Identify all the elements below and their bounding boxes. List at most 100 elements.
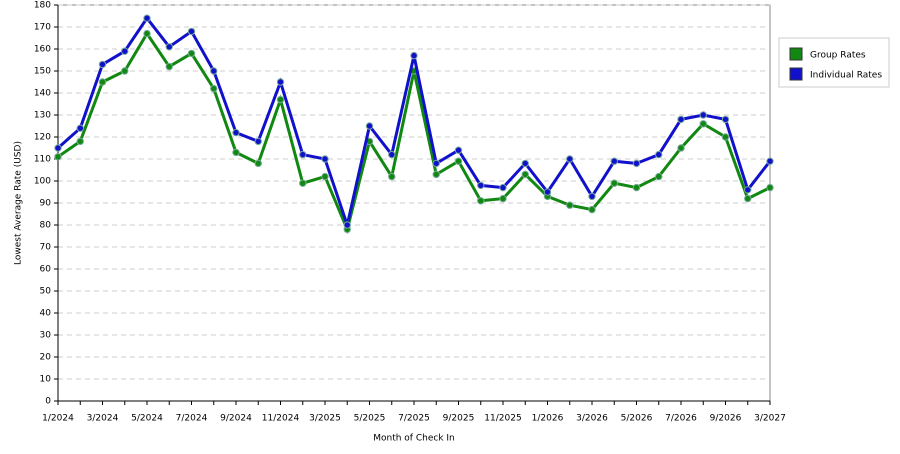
data-point [76,124,84,132]
data-point [521,159,529,168]
data-point [54,153,62,161]
data-point [721,115,730,124]
data-point [588,192,596,201]
data-point [432,159,440,168]
data-point [410,51,418,60]
data-point [699,111,707,119]
x-tick-label: 11/2025 [484,414,521,424]
x-tick-label: 9/2026 [710,414,742,424]
data-point [276,78,285,86]
data-point [699,120,707,128]
y-tick-label: 110 [34,155,51,165]
data-point [210,84,218,93]
y-tick-label: 120 [34,133,51,143]
x-tick-label: 7/2024 [176,414,208,424]
y-tick-label: 70 [40,243,52,253]
data-point [499,194,507,203]
x-tick-label: 3/2025 [309,414,341,424]
data-point [388,172,396,181]
data-point [187,49,196,58]
data-point [721,133,730,141]
data-point [98,60,107,69]
x-tick-label: 3/2027 [754,414,786,424]
data-point [121,47,129,55]
data-point [477,197,485,205]
data-point [165,43,173,51]
data-point [143,14,151,22]
data-point [210,67,218,75]
x-tick-label: 5/2026 [621,414,653,424]
data-point [566,155,574,163]
data-point [766,183,774,192]
y-tick-label: 90 [40,199,52,209]
data-point [143,29,151,38]
data-point [321,155,329,163]
data-point [677,144,685,152]
x-tick-label: 9/2024 [220,414,252,424]
data-point [276,95,285,104]
data-point [588,205,596,214]
data-point [343,221,351,229]
data-point [610,179,618,187]
x-tick-label: 3/2024 [87,414,119,424]
x-tick-label: 1/2024 [42,414,74,424]
x-tick-label: 3/2026 [576,414,608,424]
data-point [454,157,463,165]
y-tick-label: 180 [34,1,51,11]
data-point [299,179,307,187]
data-point [632,159,641,168]
x-tick-label: 11/2024 [262,414,300,424]
y-tick-label: 140 [34,89,51,99]
data-point [655,150,663,159]
data-point [521,170,529,179]
y-tick-label: 10 [40,375,52,385]
x-tick-label: 7/2025 [398,414,430,424]
y-tick-label: 0 [45,397,51,407]
data-point [76,137,84,146]
data-point [388,150,396,159]
data-point [254,137,262,146]
x-tick-label: 7/2026 [665,414,697,424]
y-tick-label: 100 [34,177,51,187]
data-point [299,150,307,159]
data-point [321,172,329,181]
data-point [165,62,173,71]
data-point [98,78,107,86]
y-tick-label: 20 [40,353,52,363]
y-tick-label: 40 [40,309,52,319]
y-tick-label: 50 [40,287,52,297]
data-point [744,194,752,203]
y-tick-label: 130 [34,111,51,121]
y-tick-label: 30 [40,331,52,341]
y-tick-label: 80 [40,221,52,231]
data-point [232,128,240,137]
data-point [744,186,752,194]
data-point [365,122,374,130]
data-point [54,144,62,152]
y-tick-label: 170 [34,23,51,33]
x-tick-label: 5/2025 [354,414,386,424]
legend-swatch [789,67,803,81]
data-point [187,27,196,36]
y-axis-title: Lowest Average Rate (USD) [14,141,24,265]
data-point [232,148,240,157]
data-point [454,146,463,154]
legend-label: Individual Rates [810,71,882,81]
data-point [499,183,507,192]
data-point [432,170,440,179]
data-point [543,188,552,196]
legend-label: Group Rates [810,51,866,61]
data-point [254,159,262,168]
data-point [766,157,774,165]
y-tick-label: 160 [34,45,51,55]
data-point [677,115,685,124]
x-axis-title: Month of Check In [373,434,455,444]
data-point [655,172,663,181]
x-tick-label: 1/2026 [532,414,564,424]
y-tick-label: 60 [40,265,52,275]
y-tick-label: 150 [34,67,51,77]
legend-swatch [789,47,803,61]
data-point [632,183,641,192]
data-point [477,181,485,190]
